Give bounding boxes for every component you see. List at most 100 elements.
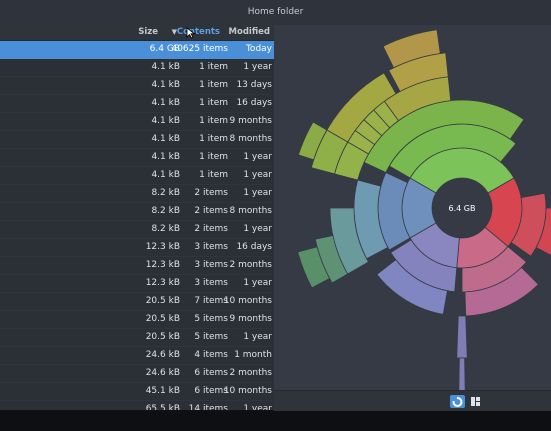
row-modified: 1 year (243, 152, 272, 162)
row-modified: 1 year (243, 62, 272, 72)
row-contents: 3 items (194, 260, 228, 270)
row-size: 12.3 kB (145, 260, 180, 270)
row-modified: 1 year (243, 188, 272, 198)
row-contents: 1 item (199, 62, 228, 72)
view-switcher-bar (274, 390, 551, 411)
treemap-icon (471, 397, 480, 406)
ring-chart-icon (452, 396, 463, 407)
row-contents: 6 items (194, 386, 228, 396)
row-modified: 16 days (236, 242, 272, 252)
ring-segment-level5[interactable] (326, 72, 397, 143)
table-row[interactable]: 8.2 kB 2 items 1 year (0, 185, 274, 203)
row-modified: 1 month (234, 350, 272, 360)
row-modified: 1 year (243, 332, 272, 342)
row-contents: 2 items (194, 206, 228, 216)
row-size: 8.2 kB (151, 188, 180, 198)
row-contents: 1 item (199, 170, 228, 180)
table-row[interactable]: 8.2 kB 2 items 1 year (0, 221, 274, 239)
table-row[interactable]: 8.2 kB 2 items 8 months (0, 203, 274, 221)
row-size: 8.2 kB (151, 206, 180, 216)
table-row[interactable]: 6.4 GB 40625 items Today (0, 41, 274, 59)
row-size: 4.1 kB (151, 116, 180, 126)
ring-segment-level6[interactable] (382, 29, 441, 69)
table-row[interactable]: 20.5 kB 7 items 10 months (0, 293, 274, 311)
row-modified: 1 year (243, 278, 272, 288)
table-row[interactable]: 4.1 kB 1 item 9 months (0, 113, 274, 131)
row-modified: 9 months (229, 314, 273, 324)
file-list-pane: Size ▼ Contents Modified 6.4 GB 40625 ite… (0, 25, 274, 410)
row-size: 20.5 kB (145, 314, 180, 324)
ring-segment-level3[interactable] (464, 266, 539, 317)
row-contents: 40625 items (171, 44, 228, 54)
table-row[interactable]: 4.1 kB 1 item 1 year (0, 167, 274, 185)
ring-chart[interactable]: 6.4 GB (274, 25, 551, 390)
row-modified: 16 days (236, 98, 272, 108)
row-size: 20.5 kB (145, 296, 180, 306)
row-size: 12.3 kB (145, 278, 180, 288)
table-row[interactable]: 4.1 kB 1 item 13 days (0, 77, 274, 95)
table-row[interactable]: 4.1 kB 1 item 16 days (0, 95, 274, 113)
row-size: 12.3 kB (145, 242, 180, 252)
table-row[interactable]: 24.6 kB 4 items 1 month (0, 347, 274, 365)
ring-segment-level6[interactable] (297, 246, 331, 289)
table-row[interactable]: 12.3 kB 3 items 16 days (0, 239, 274, 257)
row-size: 4.1 kB (151, 80, 180, 90)
ring-segment-level3[interactable] (376, 259, 448, 315)
table-row[interactable]: 45.1 kB 6 items 10 months (0, 383, 274, 401)
file-rows: 6.4 GB 40625 items Today 4.1 kB 1 item 1 year… (0, 41, 274, 410)
sort-descending-icon[interactable]: ▼ (171, 28, 177, 36)
table-row[interactable]: 4.1 kB 1 item 1 year (0, 149, 274, 167)
row-contents: 1 item (199, 116, 228, 126)
ring-chart-pane[interactable]: 6.4 GB (274, 25, 551, 390)
column-modified[interactable]: Modified (228, 27, 270, 37)
table-row[interactable]: 12.3 kB 3 items 2 months (0, 257, 274, 275)
ring-segment-level5[interactable] (458, 357, 466, 390)
row-size: 24.6 kB (145, 350, 180, 360)
row-contents: 14 items (188, 404, 228, 410)
column-contents[interactable]: Contents (176, 27, 220, 37)
bottom-strip (0, 411, 551, 431)
row-contents: 2 items (194, 188, 228, 198)
row-modified: 1 year (243, 404, 272, 410)
row-contents: 1 item (199, 134, 228, 144)
ring-segment-level3[interactable] (535, 207, 551, 259)
row-contents: 6 items (194, 368, 228, 378)
row-size: 8.2 kB (151, 224, 180, 234)
table-row[interactable]: 65.5 kB 14 items 1 year (0, 401, 274, 410)
treemap-view-button[interactable] (468, 395, 483, 408)
row-modified: 2 months (229, 260, 273, 270)
row-contents: 5 items (194, 314, 228, 324)
row-size: 4.1 kB (151, 98, 180, 108)
row-contents: 7 items (194, 296, 228, 306)
row-modified: 8 months (229, 134, 273, 144)
row-modified: 1 year (243, 224, 272, 234)
row-contents: 1 item (199, 80, 228, 90)
row-size: 4.1 kB (151, 170, 180, 180)
row-size: 6.4 GB (149, 44, 180, 54)
table-row[interactable]: 12.3 kB 3 items 1 year (0, 275, 274, 293)
table-row[interactable]: 4.1 kB 1 item 8 months (0, 131, 274, 149)
ring-chart-view-button[interactable] (450, 395, 465, 408)
row-modified: 2 months (229, 368, 273, 378)
ring-center[interactable] (432, 178, 492, 238)
row-contents: 1 item (199, 152, 228, 162)
mouse-pointer-icon (186, 27, 196, 39)
table-row[interactable]: 4.1 kB 1 item 1 year (0, 59, 274, 77)
table-row[interactable]: 20.5 kB 5 items 1 year (0, 329, 274, 347)
row-contents: 3 items (194, 242, 228, 252)
row-modified: 8 months (229, 206, 273, 216)
table-row[interactable]: 24.6 kB 6 items 2 months (0, 365, 274, 383)
row-modified: 1 year (243, 170, 272, 180)
column-header: Size ▼ Contents Modified (0, 25, 274, 41)
row-size: 45.1 kB (145, 386, 180, 396)
ring-center-label: 6.4 GB (449, 204, 476, 213)
ring-segment-level6[interactable] (297, 121, 328, 161)
row-size: 20.5 kB (145, 332, 180, 342)
row-modified: 10 months (223, 386, 272, 396)
column-size[interactable]: Size (138, 27, 158, 37)
window-title: Home folder (247, 7, 304, 17)
title-bar: Home folder (0, 0, 551, 26)
row-contents: 1 item (199, 98, 228, 108)
table-row[interactable]: 20.5 kB 5 items 9 months (0, 311, 274, 329)
ring-segment-level4[interactable] (456, 315, 468, 359)
